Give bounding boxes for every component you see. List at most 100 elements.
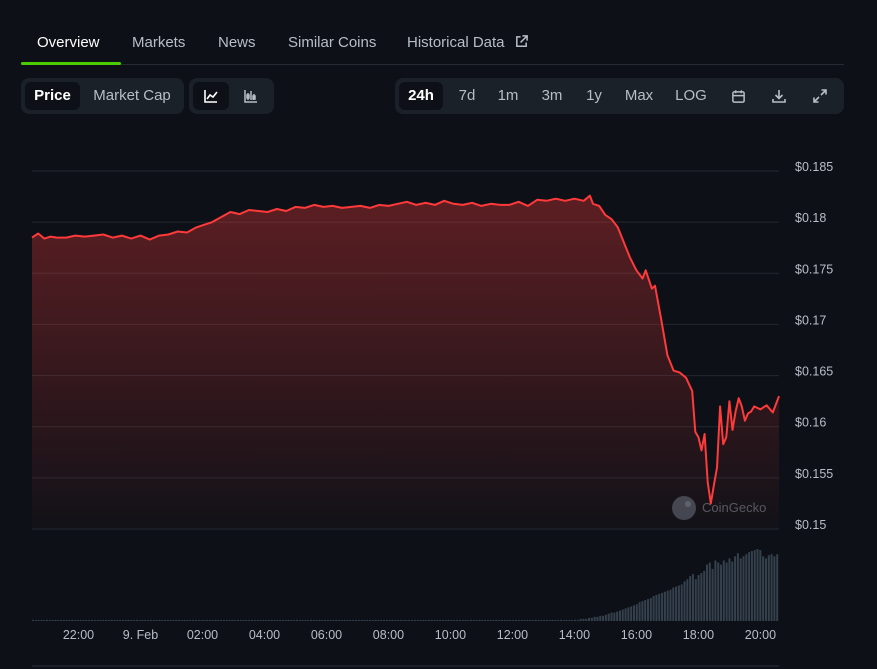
volume-bar	[568, 619, 571, 621]
volume-bar	[677, 585, 680, 621]
tab-historical-data[interactable]: Historical Data	[407, 34, 529, 51]
volume-bar	[90, 619, 93, 621]
volume-bar	[127, 619, 130, 621]
volume-bar	[220, 619, 223, 621]
volume-bar	[711, 568, 714, 621]
x-tick-label: 22:00	[63, 628, 94, 642]
market-cap-button[interactable]: Market Cap	[93, 87, 171, 104]
volume-bar	[720, 564, 723, 621]
volume-bar	[453, 619, 456, 621]
x-tick-label: 20:00	[745, 628, 776, 642]
volume-bar	[180, 619, 183, 621]
range-max-button[interactable]: Max	[624, 87, 654, 104]
volume-bar	[360, 619, 363, 621]
volume-bar	[85, 619, 88, 621]
volume-bar	[503, 619, 506, 621]
volume-bar	[725, 562, 728, 621]
volume-bar	[647, 599, 650, 621]
line-chart-button[interactable]	[193, 82, 229, 110]
tab-bar: Overview Markets News Similar Coins Hist…	[21, 26, 844, 65]
volume-bar	[753, 550, 756, 621]
volume-bar	[548, 619, 551, 621]
volume-bar	[245, 619, 248, 621]
volume-bar	[107, 619, 110, 621]
metric-toggle: Price Market Cap	[21, 78, 184, 114]
volume-bar	[652, 595, 655, 621]
volume-bar	[371, 619, 374, 621]
tab-similar-coins[interactable]: Similar Coins	[288, 34, 377, 51]
volume-bar	[149, 619, 152, 621]
volume-bar	[121, 619, 124, 621]
volume-bar	[335, 619, 338, 621]
volume-bar	[189, 619, 192, 621]
volume-bar	[222, 619, 225, 621]
range-1m-button[interactable]: 1m	[497, 87, 519, 104]
tab-news[interactable]: News	[218, 34, 256, 51]
volume-bar	[57, 619, 60, 621]
volume-bar	[413, 619, 416, 621]
price-area	[32, 195, 779, 529]
volume-bar	[411, 619, 414, 621]
log-scale-button[interactable]: LOG	[675, 87, 707, 104]
volume-bar	[579, 618, 582, 621]
volume-bar	[439, 619, 442, 621]
x-tick-label: 06:00	[311, 628, 342, 642]
volume-bar	[329, 619, 332, 621]
volume-bar	[731, 561, 734, 621]
volume-bar	[416, 619, 419, 621]
volume-bar	[537, 619, 540, 621]
volume-bar	[557, 619, 560, 621]
volume-bar	[346, 619, 349, 621]
tab-overview[interactable]: Overview	[37, 34, 100, 51]
volume-bar	[486, 619, 489, 621]
calendar-button[interactable]	[722, 82, 754, 110]
volume-bar	[60, 619, 63, 621]
volume-bar	[253, 619, 256, 621]
range-7d-button[interactable]: 7d	[458, 87, 476, 104]
coingecko-logo-eye	[685, 501, 691, 507]
volume-bar	[697, 575, 700, 621]
volume-bar	[76, 619, 79, 621]
range-3m-button[interactable]: 3m	[541, 87, 563, 104]
volume-bar	[298, 619, 301, 621]
volume-bar	[113, 619, 116, 621]
volume-bar	[433, 619, 436, 621]
volume-bar	[385, 619, 388, 621]
volume-bar	[183, 619, 186, 621]
y-tick-label: $0.185	[795, 160, 833, 174]
volume-bar	[130, 619, 133, 621]
volume-bar	[270, 619, 273, 621]
volume-bar	[492, 619, 495, 621]
volume-bar	[686, 579, 689, 621]
tab-markets[interactable]: Markets	[132, 34, 186, 51]
volume-bar	[773, 556, 776, 621]
expand-button[interactable]	[804, 82, 836, 110]
price-button[interactable]: Price	[25, 82, 80, 110]
candlestick-chart-button[interactable]	[233, 82, 269, 110]
volume-bar	[377, 619, 380, 621]
price-line	[31, 194, 780, 505]
volume-bar	[458, 619, 461, 621]
range-1y-button[interactable]: 1y	[586, 87, 602, 104]
volume-bar	[705, 564, 708, 621]
volume-bar	[321, 619, 324, 621]
volume-bar	[65, 619, 68, 621]
volume-bar	[515, 619, 518, 621]
volume-bar	[37, 619, 40, 621]
volume-bar	[93, 619, 96, 621]
volume-bar	[593, 616, 596, 621]
volume-bar	[349, 619, 352, 621]
volume-bar	[79, 619, 82, 621]
volume-bar	[531, 619, 534, 621]
volume-bar	[295, 619, 298, 621]
volume-bar	[54, 619, 57, 621]
y-tick-label: $0.16	[795, 416, 826, 430]
download-button[interactable]	[763, 82, 795, 110]
range-24h-button[interactable]: 24h	[399, 82, 443, 110]
volume-bar	[318, 619, 321, 621]
volume-bar	[354, 619, 357, 621]
volume-bar	[596, 616, 599, 621]
volume-bar	[186, 619, 189, 621]
volume-bar	[534, 619, 537, 621]
volume-bar	[51, 619, 54, 621]
